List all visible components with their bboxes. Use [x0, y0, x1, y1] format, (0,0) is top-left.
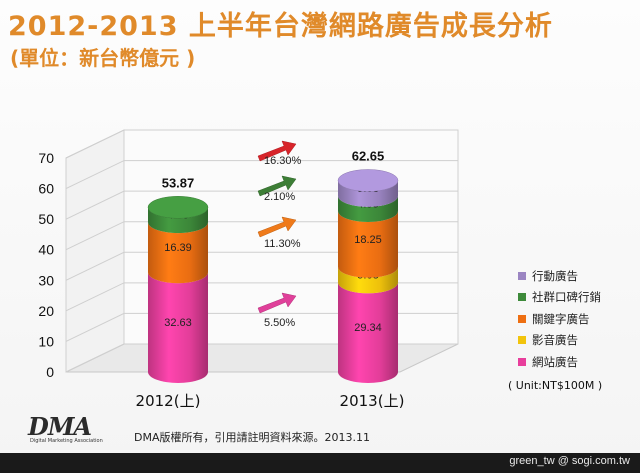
chart-subtitle: (單位：新台幣億元 ): [10, 46, 196, 70]
growth-label: 11.30%: [264, 238, 301, 250]
growth-label: 5.50%: [264, 317, 295, 329]
y-tick-label: 70: [38, 150, 54, 166]
y-tick-label: 30: [38, 272, 54, 288]
legend-label: 影音廣告: [532, 333, 578, 348]
unit-note: ( Unit:NT$100M ): [508, 379, 603, 392]
bar-top-cap: [337, 169, 399, 192]
bar-segment-1-1: [338, 266, 398, 294]
bar-segment-3-1: [338, 195, 398, 222]
logo-subtext: Digital Marketing Association: [30, 438, 103, 444]
bar-segment-2-0: [148, 222, 208, 284]
legend-label: 社群口碑行銷: [532, 290, 601, 305]
legend-item: 影音廣告: [518, 330, 638, 352]
y-tick-label: 60: [38, 181, 54, 197]
legend-item: 關鍵字廣告: [518, 308, 638, 330]
legend-swatch: [518, 314, 526, 323]
legend-item: 社群口碑行銷: [518, 287, 638, 309]
bar-segment-3-0: [148, 207, 208, 234]
legend-label: 行動廣告: [532, 268, 578, 283]
data-label: 18.25: [354, 234, 382, 246]
y-tick-label: 50: [38, 211, 54, 227]
watermark-credit: green_tw @ sogi.com.tw: [509, 455, 630, 467]
logo-text: DMA: [28, 412, 92, 441]
y-tick-label: 20: [38, 303, 54, 319]
y-tick-label: 40: [38, 242, 54, 258]
gridline: [65, 160, 458, 190]
bar-segment-4-1: [338, 180, 398, 207]
bar-segment-2-1: [338, 210, 398, 278]
bar-segment-0-0: [148, 272, 208, 383]
copyright-note: DMA版權所有，引用請註明資料來源。2013.11: [134, 431, 370, 444]
data-label: 16.39: [164, 242, 192, 254]
growth-arrow: [257, 175, 297, 197]
x-category-label: 2012(上): [136, 392, 201, 410]
chart-floor: [65, 343, 459, 373]
chart-side-wall: [65, 129, 125, 373]
legend-label: 網站廣告: [532, 354, 578, 369]
y-tick-label: 0: [46, 364, 54, 380]
legend-label: 關鍵字廣告: [532, 311, 590, 326]
footer-bar: [0, 453, 640, 473]
dma-logo: DMA Digital Marketing Association: [28, 412, 128, 452]
gridline: [65, 129, 458, 159]
chart-title: 2012-2013 上半年台灣網路廣告成長分析: [8, 11, 553, 42]
bar-segment-0-1: [338, 282, 398, 383]
legend-item: 行動廣告: [518, 265, 638, 287]
growth-label: 16.30%: [264, 155, 302, 167]
data-label: 29.34: [354, 322, 382, 334]
legend-item: 網站廣告: [518, 351, 638, 373]
legend-swatch: [518, 271, 526, 280]
bar-top-cap: [147, 196, 209, 219]
chart-legend: 行動廣告社群口碑行銷 關鍵字廣告影音廣告網站廣告: [518, 265, 638, 373]
legend-swatch: [518, 357, 526, 366]
y-tick-label: 10: [38, 333, 54, 349]
growth-arrow: [257, 292, 297, 314]
growth-arrow: [257, 140, 297, 162]
growth-arrow: [257, 216, 297, 238]
growth-label: 2.10%: [264, 191, 295, 203]
legend-swatch: [518, 336, 526, 345]
total-label: 53.87: [162, 175, 195, 190]
x-category-label: 2013(上): [340, 392, 405, 410]
data-label: 32.63: [164, 317, 192, 329]
legend-swatch: [518, 293, 526, 302]
total-label: 62.65: [352, 148, 385, 163]
